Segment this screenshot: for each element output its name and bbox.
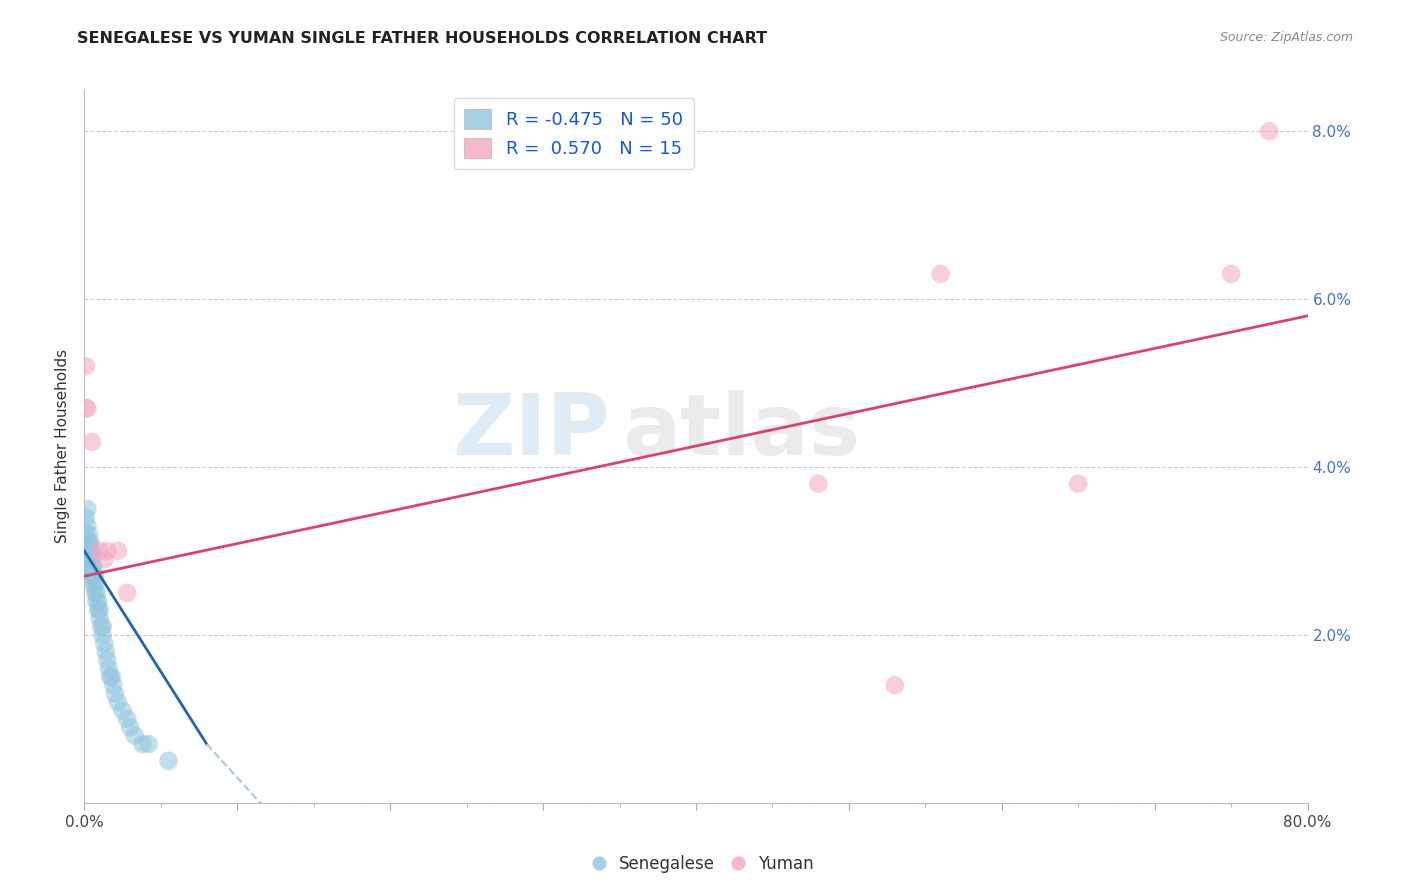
Point xyxy=(83,569,105,583)
Point xyxy=(77,527,100,541)
Point xyxy=(883,678,905,692)
Point xyxy=(93,552,115,566)
Point xyxy=(80,544,103,558)
Text: SENEGALESE VS YUMAN SINGLE FATHER HOUSEHOLDS CORRELATION CHART: SENEGALESE VS YUMAN SINGLE FATHER HOUSEH… xyxy=(77,31,768,46)
Point xyxy=(1067,476,1090,491)
Point xyxy=(96,653,118,667)
Point xyxy=(83,560,105,574)
Point xyxy=(104,687,127,701)
Text: Source: ZipAtlas.com: Source: ZipAtlas.com xyxy=(1219,31,1353,45)
Point xyxy=(80,560,103,574)
Legend: Senegalese, Yuman: Senegalese, Yuman xyxy=(585,848,821,880)
Point xyxy=(77,544,100,558)
Point xyxy=(87,603,110,617)
Point xyxy=(91,628,114,642)
Point xyxy=(89,603,111,617)
Point xyxy=(96,544,118,558)
Point xyxy=(115,586,138,600)
Point xyxy=(1258,124,1281,138)
Point xyxy=(75,544,97,558)
Point xyxy=(115,712,138,726)
Point xyxy=(75,527,97,541)
Point xyxy=(157,754,180,768)
Point xyxy=(807,476,830,491)
Legend: R = -0.475   N = 50, R =  0.570   N = 15: R = -0.475 N = 50, R = 0.570 N = 15 xyxy=(454,98,693,169)
Point xyxy=(76,535,98,549)
Text: ZIP: ZIP xyxy=(453,390,610,474)
Point xyxy=(76,502,98,516)
Point xyxy=(90,619,112,633)
Point xyxy=(97,661,120,675)
Point xyxy=(138,737,160,751)
Point xyxy=(89,544,111,558)
Point xyxy=(76,401,98,416)
Point xyxy=(84,586,107,600)
Point xyxy=(79,552,101,566)
Text: atlas: atlas xyxy=(623,390,860,474)
Point xyxy=(75,401,97,416)
Point xyxy=(93,636,115,650)
Point xyxy=(89,611,111,625)
Point xyxy=(80,569,103,583)
Y-axis label: Single Father Households: Single Father Households xyxy=(55,349,70,543)
Point xyxy=(75,510,97,524)
Point xyxy=(94,645,117,659)
Point xyxy=(80,434,103,449)
Point xyxy=(83,577,105,591)
Point xyxy=(111,703,134,717)
Point xyxy=(107,695,129,709)
Point xyxy=(103,678,125,692)
Point xyxy=(84,569,107,583)
Point xyxy=(107,544,129,558)
Point xyxy=(76,518,98,533)
Point xyxy=(75,359,97,374)
Point xyxy=(87,594,110,608)
Point xyxy=(98,670,121,684)
Point xyxy=(929,267,952,281)
Point xyxy=(120,720,142,734)
Point xyxy=(86,594,108,608)
Point xyxy=(91,619,114,633)
Point xyxy=(86,586,108,600)
Point xyxy=(84,577,107,591)
Point xyxy=(77,552,100,566)
Point xyxy=(79,535,101,549)
Point xyxy=(124,729,146,743)
Point xyxy=(1220,267,1243,281)
Point xyxy=(77,535,100,549)
Point xyxy=(79,560,101,574)
Point xyxy=(80,552,103,566)
Point xyxy=(101,670,124,684)
Point xyxy=(76,544,98,558)
Point xyxy=(79,544,101,558)
Point xyxy=(131,737,153,751)
